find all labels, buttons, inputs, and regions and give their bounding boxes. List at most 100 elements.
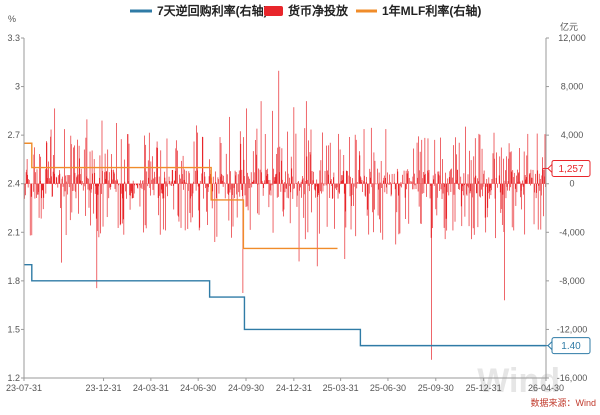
- net-injection-bar: [405, 183, 406, 220]
- net-injection-bar: [64, 183, 66, 192]
- net-injection-bar: [520, 183, 521, 198]
- net-injection-bar: [195, 170, 196, 184]
- net-injection-bar: [529, 174, 530, 184]
- net-injection-bar: [393, 173, 395, 184]
- net-injection-bar: [140, 183, 142, 188]
- net-injection-bar: [423, 183, 425, 194]
- net-injection-bar: [240, 183, 242, 190]
- net-injection-bar: [475, 175, 477, 184]
- net-injection-bar: [215, 182, 217, 184]
- net-injection-bar: [354, 134, 356, 184]
- net-injection-bar: [185, 182, 187, 184]
- net-injection-bar: [122, 183, 124, 199]
- net-injection-bar: [56, 177, 58, 184]
- net-injection-bar: [378, 172, 380, 184]
- net-injection-bar: [99, 155, 101, 184]
- net-injection-bar: [156, 147, 157, 184]
- net-injection-bar: [53, 155, 54, 184]
- net-injection-bar: [478, 133, 480, 184]
- net-injection-bar: [371, 183, 373, 188]
- net-injection-bar: [60, 183, 61, 209]
- net-injection-bar: [333, 172, 335, 184]
- net-injection-bar: [117, 179, 118, 184]
- net-injection-bar: [370, 127, 372, 184]
- x-tick-label: 24-03-31: [133, 383, 169, 393]
- net-injection-bar: [316, 179, 318, 184]
- net-injection-bar: [273, 168, 274, 184]
- net-injection-bar: [384, 183, 386, 193]
- net-injection-bar: [37, 183, 38, 195]
- reverse-repo-rate-line: [24, 263, 546, 347]
- net-injection-bar: [351, 183, 353, 196]
- net-injection-bar: [54, 108, 56, 184]
- net-injection-bar: [278, 70, 280, 184]
- net-injection-bar: [327, 170, 328, 184]
- net-injection-bar: [103, 183, 105, 185]
- net-injection-bar: [258, 183, 260, 215]
- net-injection-bar: [481, 148, 483, 184]
- net-injection-bar: [314, 183, 316, 191]
- net-injection-bar: [24, 183, 26, 185]
- net-injection-bar: [320, 183, 321, 192]
- net-injection-bar: [234, 183, 235, 199]
- net-injection-bar: [197, 132, 199, 184]
- net-injection-bar: [262, 182, 263, 184]
- net-injection-bar: [536, 133, 538, 184]
- net-injection-bar: [169, 183, 171, 186]
- net-injection-callout-label: 1,257: [558, 164, 583, 175]
- net-injection-bar: [256, 154, 257, 184]
- legend[interactable]: 7天逆回购利率(右轴) 货币净投放 1年MLF利率(右轴): [130, 3, 481, 18]
- net-injection-bar: [107, 180, 109, 184]
- net-injection-bar: [426, 183, 427, 197]
- net-injection-bar: [73, 147, 74, 184]
- net-injection-bar: [492, 153, 494, 184]
- net-injection-bar: [341, 175, 343, 184]
- net-injection-bar: [100, 183, 101, 234]
- net-injection-bar: [228, 183, 230, 221]
- net-injection-bar: [411, 181, 413, 184]
- net-injection-bar: [152, 156, 153, 184]
- net-injection-bar: [79, 174, 81, 184]
- net-injection-bar: [169, 180, 170, 184]
- net-injection-bar: [467, 183, 468, 187]
- net-injection-bar: [543, 169, 545, 184]
- net-injection-bar: [333, 177, 334, 184]
- net-injection-bar: [181, 160, 182, 184]
- net-injection-bar: [232, 183, 234, 227]
- net-injection-bar: [382, 183, 384, 240]
- net-injection-bar: [440, 137, 441, 184]
- net-injection-bar: [42, 183, 44, 210]
- net-injection-bar: [132, 180, 134, 184]
- net-injection-bar: [400, 181, 402, 184]
- net-injection-bar: [471, 183, 473, 240]
- net-injection-bar: [184, 169, 186, 184]
- net-injection-bar: [218, 179, 219, 184]
- net-injection-bar: [286, 183, 287, 189]
- net-injection-bar: [315, 183, 317, 187]
- left-tick-label: 2.4: [7, 179, 20, 189]
- net-injection-bar: [365, 183, 366, 197]
- net-injection-bar: [458, 142, 460, 184]
- net-injection-bar: [352, 178, 353, 184]
- net-injection-bar: [262, 183, 264, 196]
- net-injection-bar: [479, 134, 481, 184]
- net-injection-bar: [396, 168, 398, 184]
- net-injection-bar: [417, 177, 418, 184]
- watermark-text: Wind: [477, 362, 560, 400]
- net-injection-bar: [377, 183, 379, 216]
- net-injection-bar: [288, 183, 290, 187]
- net-injection-bar: [242, 183, 243, 197]
- x-tick-label: 25-06-30: [370, 383, 406, 393]
- net-injection-bar: [75, 183, 76, 192]
- net-injection-bar: [137, 183, 139, 189]
- net-injection-bar: [522, 180, 523, 184]
- net-injection-bar: [511, 183, 513, 228]
- net-injection-bar: [255, 139, 256, 184]
- net-injection-bar: [217, 177, 219, 184]
- net-injection-bar: [383, 177, 385, 184]
- net-injection-bar: [166, 138, 168, 184]
- net-injection-bar: [451, 168, 452, 184]
- net-injection-bar: [442, 183, 444, 194]
- net-injection-bar: [491, 183, 492, 191]
- net-injection-bar: [474, 138, 476, 184]
